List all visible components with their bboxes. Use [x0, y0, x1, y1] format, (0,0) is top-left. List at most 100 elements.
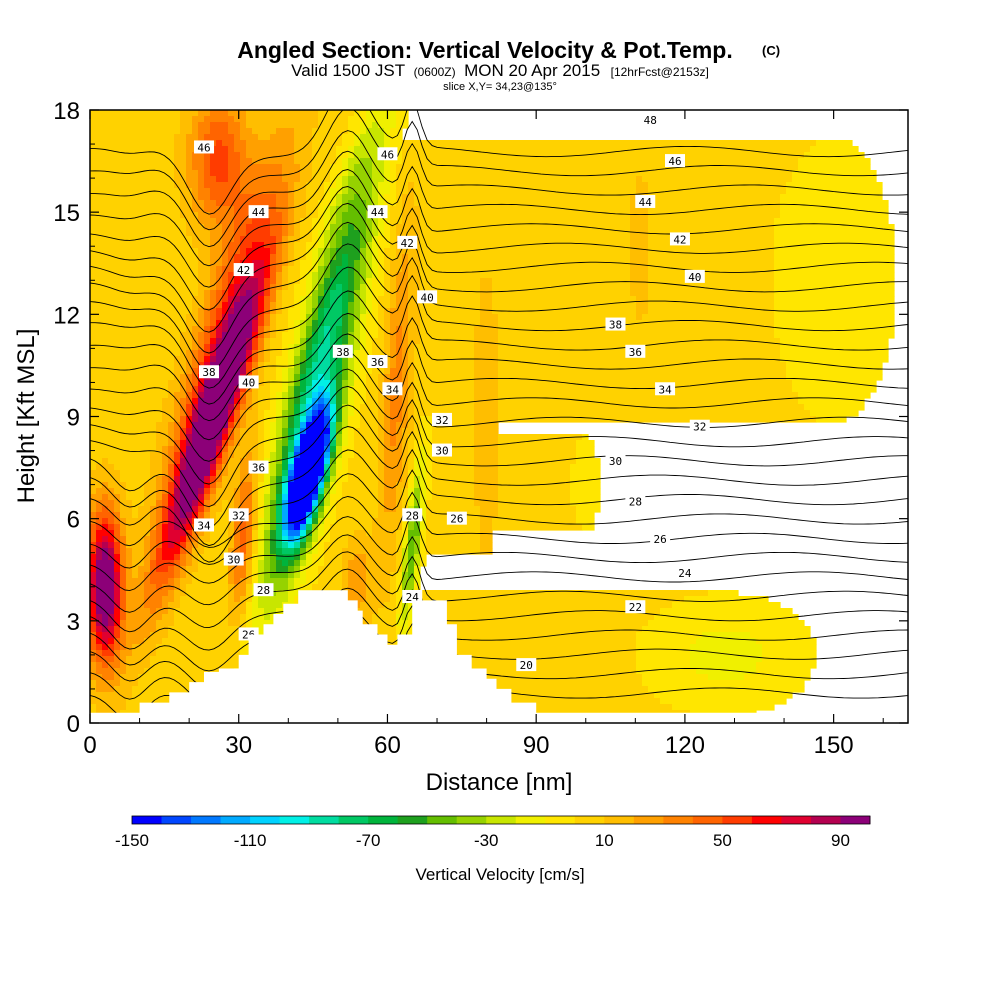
velocity-cell — [258, 536, 265, 543]
velocity-cell — [276, 236, 283, 243]
velocity-cell — [660, 608, 793, 615]
velocity-cell — [474, 350, 499, 357]
velocity-cell — [114, 656, 121, 663]
velocity-cell — [126, 644, 133, 651]
velocity-cell — [228, 416, 235, 423]
velocity-cell — [408, 464, 415, 471]
velocity-cell — [132, 644, 157, 651]
velocity-cell — [168, 500, 175, 507]
velocity-cell — [414, 392, 475, 399]
velocity-cell — [246, 290, 253, 297]
velocity-cell — [90, 650, 97, 657]
velocity-cell — [276, 242, 283, 249]
velocity-cell — [270, 506, 277, 513]
velocity-cell — [306, 242, 319, 249]
velocity-cell — [366, 128, 385, 135]
contour-label-text: 44 — [639, 196, 653, 209]
velocity-cell — [300, 524, 307, 531]
velocity-cell — [324, 470, 331, 477]
velocity-cell — [276, 332, 283, 339]
velocity-cell — [90, 626, 97, 633]
velocity-cell — [294, 362, 301, 369]
velocity-cell — [336, 434, 343, 441]
velocity-cell — [90, 524, 97, 531]
velocity-cell — [390, 314, 409, 321]
velocity-cell — [222, 458, 229, 465]
theta-contour-42 — [90, 202, 908, 333]
velocity-cell — [186, 176, 199, 183]
velocity-cell — [294, 524, 301, 531]
velocity-cell — [270, 488, 277, 495]
velocity-cell — [246, 398, 253, 405]
velocity-cell — [780, 338, 889, 345]
velocity-cell — [384, 458, 403, 465]
velocity-cell — [180, 416, 187, 423]
velocity-cell — [216, 458, 223, 465]
velocity-cell — [330, 386, 337, 393]
velocity-cell — [378, 218, 385, 225]
velocity-cell — [312, 362, 331, 369]
velocity-cell — [90, 632, 97, 639]
velocity-cell — [408, 518, 415, 525]
velocity-cell — [246, 566, 253, 573]
velocity-cell — [348, 338, 355, 345]
velocity-cell — [360, 350, 373, 357]
velocity-cell — [258, 386, 271, 393]
velocity-cell — [114, 512, 121, 519]
velocity-cell — [324, 452, 331, 459]
velocity-cell — [192, 428, 223, 435]
velocity-cell — [816, 140, 853, 147]
velocity-cell — [108, 620, 115, 627]
colorbar-swatch — [781, 816, 812, 824]
velocity-cell — [336, 368, 343, 375]
velocity-cell — [144, 494, 157, 501]
velocity-cell — [276, 500, 283, 507]
velocity-cell — [186, 224, 205, 231]
colorbar-swatch — [751, 816, 782, 824]
velocity-cell — [144, 596, 163, 603]
velocity-cell — [198, 260, 211, 267]
velocity-cell — [318, 524, 325, 531]
velocity-cell — [408, 434, 421, 441]
velocity-cell — [276, 290, 283, 297]
velocity-cell — [378, 428, 385, 435]
velocity-cell — [498, 434, 583, 441]
velocity-cell — [234, 434, 241, 441]
velocity-cell — [348, 392, 355, 399]
velocity-cell — [264, 272, 271, 279]
velocity-cell — [378, 380, 385, 387]
velocity-cell — [498, 506, 577, 513]
velocity-cell — [198, 512, 205, 519]
velocity-cell — [228, 620, 241, 627]
velocity-cell — [138, 512, 151, 519]
velocity-cell — [630, 272, 649, 279]
velocity-cell — [144, 638, 163, 645]
velocity-cell — [288, 200, 295, 207]
velocity-cell — [708, 674, 745, 681]
velocity-cell — [426, 458, 433, 465]
velocity-cell — [90, 320, 187, 327]
velocity-cell — [318, 506, 325, 513]
velocity-cell — [366, 344, 373, 351]
contour-label: 38 — [198, 365, 219, 379]
velocity-cell — [276, 404, 283, 411]
velocity-cell — [294, 182, 307, 189]
velocity-cell — [312, 290, 319, 297]
velocity-cell — [222, 320, 229, 327]
velocity-cell — [300, 308, 307, 315]
contour-label-text: 48 — [644, 114, 657, 127]
velocity-cell — [432, 458, 475, 465]
velocity-cell — [174, 422, 181, 429]
velocity-cell — [294, 446, 301, 453]
colorbar-swatch — [663, 816, 694, 824]
velocity-cell — [120, 572, 127, 579]
velocity-cell — [294, 548, 301, 555]
velocity-cell — [300, 572, 307, 579]
velocity-cell — [360, 236, 367, 243]
velocity-cell — [324, 440, 331, 447]
velocity-cell — [270, 290, 277, 297]
velocity-cell — [252, 560, 259, 567]
velocity-cell — [96, 638, 103, 645]
velocity-cell — [408, 560, 415, 567]
velocity-cell — [270, 350, 283, 357]
